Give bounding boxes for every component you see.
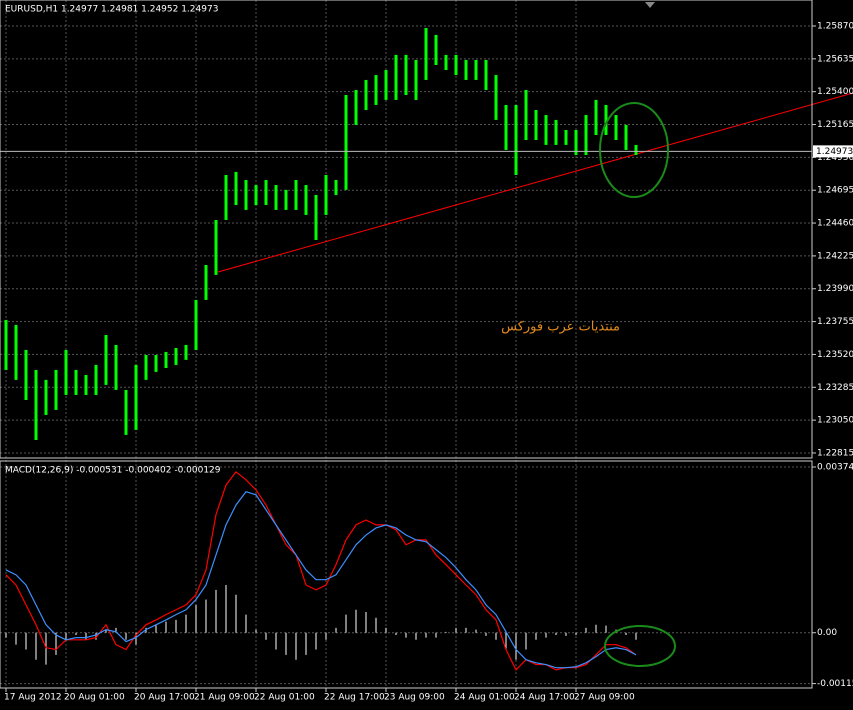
y-tick-label: 1.25870 [817, 21, 853, 31]
y-tick-label: 1.23520 [817, 350, 853, 360]
y-tick-label: -0.00115 [817, 679, 853, 689]
y-tick-label: 1.23990 [817, 284, 853, 294]
trend-line[interactable] [217, 92, 853, 273]
y-tick-label: 0.003749 [817, 463, 853, 473]
y-tick-label: 1.24695 [817, 186, 853, 196]
x-tick-label: 21 Aug 09:00 [194, 693, 255, 703]
x-tick-label: 22 Aug 17:00 [324, 693, 385, 703]
y-tick-label: 1.24930 [817, 153, 853, 163]
price-panel-border [0, 0, 813, 459]
macd-line [5, 491, 637, 669]
current-price-label: 1.24973 [816, 147, 853, 157]
x-tick-label: 20 Aug 17:00 [134, 693, 195, 703]
watermark: منتديات عرب فوركس [501, 320, 620, 335]
y-tick-label: 1.24225 [817, 251, 853, 261]
x-tick-label: 27 Aug 09:00 [574, 693, 635, 703]
axes: 1.25870 1.25635 1.25400 1.25165 1.24930 1.246… [4, 21, 853, 703]
shift-marker[interactable] [645, 2, 655, 8]
y-tick-label: 1.23050 [817, 416, 853, 426]
x-tick-label: 23 Aug 09:00 [384, 693, 445, 703]
macd-panel-border [0, 460, 813, 689]
highlight-ellipse [604, 625, 676, 667]
x-tick-label: 24 Aug 17:00 [514, 693, 575, 703]
y-tick-label: 1.23755 [817, 317, 853, 327]
y-tick-label: 0.00 [817, 628, 837, 638]
y-tick-label: 1.24460 [817, 219, 853, 229]
y-tick-label: 1.23285 [817, 383, 853, 393]
x-tick-label: 20 Aug 01:00 [64, 693, 125, 703]
macd-title: MACD(12,26,9) -0.000531 -0.000402 -0.000… [5, 466, 221, 476]
symbol-title: EURUSD,H1 1.24977 1.24981 1.24952 1.2497… [5, 5, 218, 15]
highlight-ellipse [599, 102, 669, 198]
marks [0, 27, 812, 671]
x-tick-label: 17 Aug 2012 [4, 693, 62, 703]
macd-line [5, 470, 637, 671]
current-price-box [813, 145, 853, 158]
x-tick-label: 24 Aug 01:00 [454, 693, 515, 703]
y-tick-label: 1.25165 [817, 120, 853, 130]
grid [0, 0, 812, 688]
y-tick-label: 1.22815 [817, 448, 853, 458]
y-tick-label: 1.25400 [817, 87, 853, 97]
y-tick-label: 1.25635 [817, 54, 853, 64]
x-tick-label: 22 Aug 01:00 [254, 693, 315, 703]
